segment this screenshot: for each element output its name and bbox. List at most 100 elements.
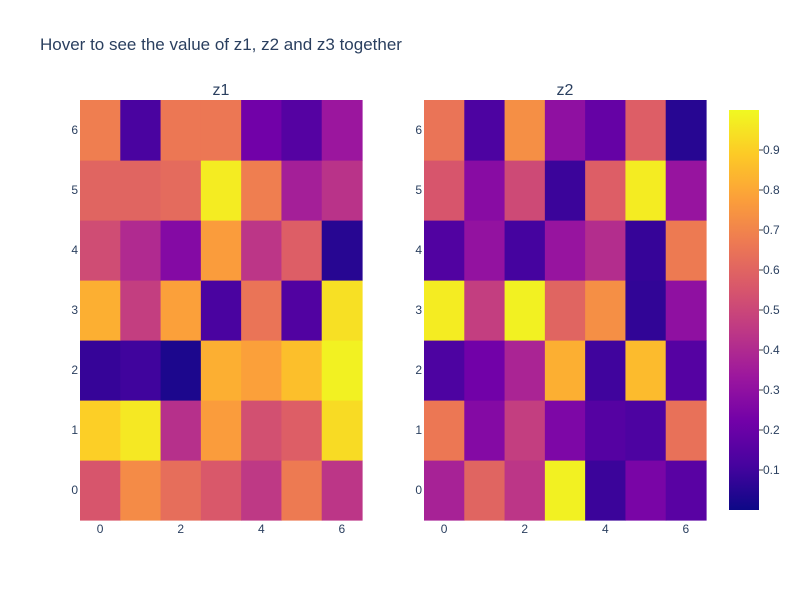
heatmap-cell[interactable] (544, 160, 586, 221)
heatmap-cell[interactable] (585, 160, 627, 221)
heatmap-cell[interactable] (665, 220, 707, 281)
heatmap-cell[interactable] (160, 340, 202, 401)
heatmap-cell[interactable] (504, 220, 546, 281)
heatmap-cell[interactable] (200, 460, 242, 521)
heatmap-cell[interactable] (321, 280, 363, 341)
heatmap-cell[interactable] (544, 280, 586, 341)
heatmap-cell[interactable] (585, 100, 627, 161)
heatmap-cell[interactable] (241, 400, 283, 461)
heatmap-cell[interactable] (585, 460, 627, 521)
heatmap-cell[interactable] (200, 280, 242, 341)
heatmap-cell[interactable] (281, 460, 323, 521)
heatmap-cell[interactable] (321, 100, 363, 161)
heatmap-cell[interactable] (544, 100, 586, 161)
heatmap-cell[interactable] (200, 340, 242, 401)
heatmap-cell[interactable] (424, 400, 465, 461)
heatmap-cell[interactable] (281, 160, 323, 221)
heatmap-cell[interactable] (504, 160, 546, 221)
heatmap-cell[interactable] (504, 400, 546, 461)
heatmap-cell[interactable] (544, 460, 586, 521)
heatmap-cell[interactable] (160, 460, 202, 521)
heatmap-cell[interactable] (200, 160, 242, 221)
heatmap-cell[interactable] (120, 400, 162, 461)
heatmap-cell[interactable] (241, 340, 283, 401)
subplot-title: z2 (557, 82, 574, 99)
heatmap-cell[interactable] (120, 280, 162, 341)
heatmap-cell[interactable] (321, 220, 363, 281)
heatmap-cell[interactable] (665, 400, 707, 461)
heatmap-cell[interactable] (424, 280, 465, 341)
heatmap-cell[interactable] (544, 340, 586, 401)
heatmap-cell[interactable] (464, 100, 506, 161)
heatmap-cell[interactable] (424, 340, 465, 401)
heatmap-cell[interactable] (665, 280, 707, 341)
heatmap-cell[interactable] (585, 340, 627, 401)
heatmap-cell[interactable] (281, 340, 323, 401)
heatmap-cell[interactable] (665, 160, 707, 221)
heatmap-cell[interactable] (200, 220, 242, 281)
heatmap-cell[interactable] (80, 400, 121, 461)
heatmap-cell[interactable] (241, 100, 283, 161)
heatmap-cell[interactable] (625, 280, 667, 341)
heatmap-cell[interactable] (625, 400, 667, 461)
heatmap-cell[interactable] (464, 160, 506, 221)
heatmap-cell[interactable] (200, 100, 242, 161)
heatmap-cell[interactable] (160, 100, 202, 161)
heatmap-cell[interactable] (241, 160, 283, 221)
heatmap-cell[interactable] (504, 340, 546, 401)
heatmap-cell[interactable] (424, 460, 465, 521)
heatmap-cell[interactable] (281, 100, 323, 161)
heatmap-cell[interactable] (625, 340, 667, 401)
heatmap-cell[interactable] (241, 220, 283, 281)
heatmap-cell[interactable] (464, 340, 506, 401)
heatmap-cell[interactable] (200, 400, 242, 461)
heatmap-cell[interactable] (625, 220, 667, 281)
heatmap-cell[interactable] (585, 400, 627, 461)
heatmap-cell[interactable] (80, 220, 121, 281)
heatmap-cell[interactable] (80, 460, 121, 521)
heatmap-cell[interactable] (80, 340, 121, 401)
heatmap-cell[interactable] (160, 280, 202, 341)
heatmap-cell[interactable] (625, 160, 667, 221)
heatmap-cell[interactable] (241, 280, 283, 341)
heatmap-cell[interactable] (281, 280, 323, 341)
heatmap-cell[interactable] (80, 100, 121, 161)
heatmap-cell[interactable] (504, 280, 546, 341)
heatmap-cell[interactable] (665, 340, 707, 401)
heatmap-cell[interactable] (585, 280, 627, 341)
heatmap-cell[interactable] (321, 160, 363, 221)
heatmap-cell[interactable] (120, 220, 162, 281)
heatmap-cell[interactable] (424, 100, 465, 161)
heatmap-cell[interactable] (281, 220, 323, 281)
heatmap-cell[interactable] (120, 100, 162, 161)
heatmap-cell[interactable] (544, 220, 586, 281)
heatmap-cell[interactable] (625, 460, 667, 521)
heatmap-cell[interactable] (321, 460, 363, 521)
heatmap-cell[interactable] (504, 460, 546, 521)
heatmap-cell[interactable] (160, 400, 202, 461)
heatmap-cell[interactable] (160, 220, 202, 281)
colorbar-tick-label: 0.1 (763, 463, 780, 477)
heatmap-cell[interactable] (321, 400, 363, 461)
heatmap-cell[interactable] (504, 100, 546, 161)
heatmap-cell[interactable] (120, 160, 162, 221)
heatmap-cell[interactable] (160, 160, 202, 221)
heatmap-cell[interactable] (424, 220, 465, 281)
heatmap-cell[interactable] (665, 460, 707, 521)
heatmap-cell[interactable] (120, 340, 162, 401)
heatmap-cell[interactable] (464, 460, 506, 521)
heatmap-cell[interactable] (665, 100, 707, 161)
heatmap-cell[interactable] (544, 400, 586, 461)
heatmap-cell[interactable] (464, 220, 506, 281)
heatmap-cell[interactable] (625, 100, 667, 161)
heatmap-cell[interactable] (464, 400, 506, 461)
heatmap-cell[interactable] (80, 280, 121, 341)
heatmap-cell[interactable] (464, 280, 506, 341)
heatmap-cell[interactable] (321, 340, 363, 401)
heatmap-cell[interactable] (80, 160, 121, 221)
heatmap-cell[interactable] (281, 400, 323, 461)
heatmap-cell[interactable] (241, 460, 283, 521)
heatmap-cell[interactable] (120, 460, 162, 521)
heatmap-cell[interactable] (585, 220, 627, 281)
heatmap-cell[interactable] (424, 160, 465, 221)
